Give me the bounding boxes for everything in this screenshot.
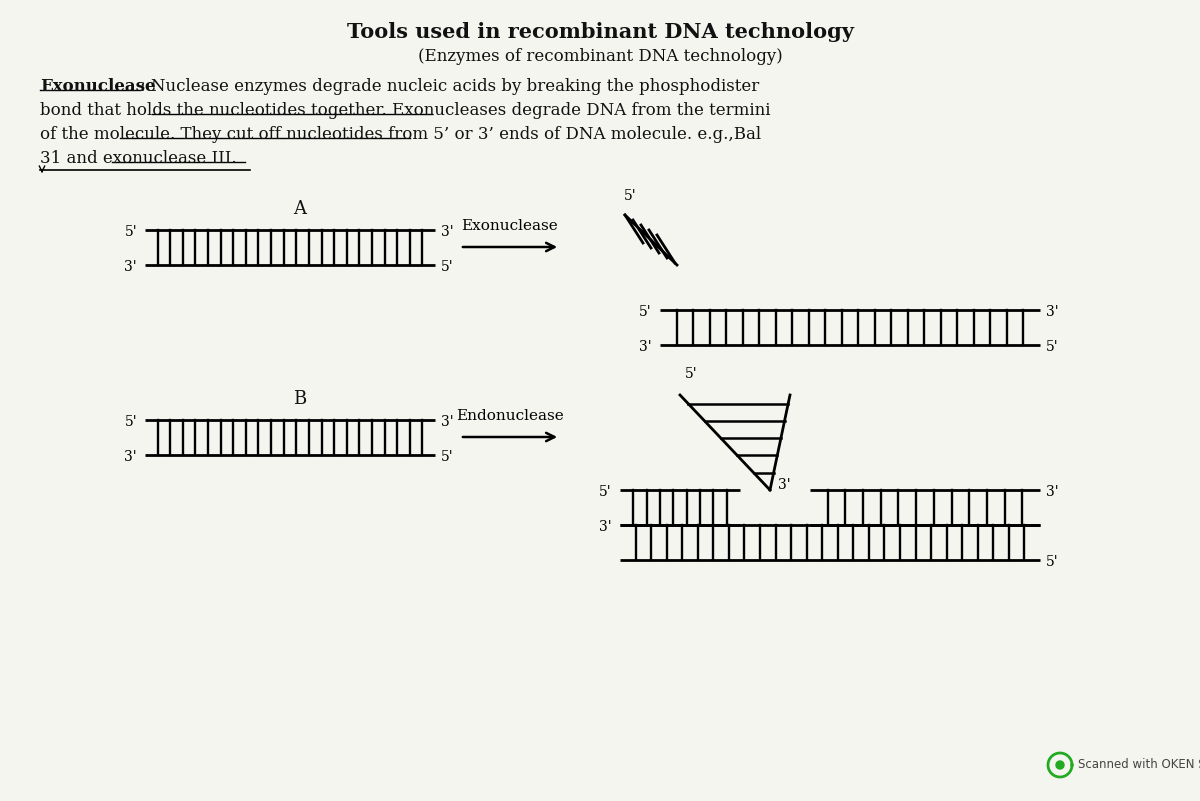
Text: 3': 3' [1046,305,1058,319]
Text: 5': 5' [624,189,636,203]
Text: 3': 3' [640,340,652,354]
Text: 3': 3' [125,450,137,464]
Text: 5': 5' [640,305,652,319]
Text: A: A [294,200,306,218]
Text: 3': 3' [442,415,454,429]
Text: 5': 5' [685,367,697,381]
Text: 3': 3' [125,260,137,274]
Text: 5': 5' [1046,555,1058,569]
Text: Endonuclease: Endonuclease [456,409,564,423]
Text: : Nuclease enzymes degrade nucleic acids by breaking the phosphodister: : Nuclease enzymes degrade nucleic acids… [140,78,760,95]
Text: Tools used in recombinant DNA technology: Tools used in recombinant DNA technology [347,22,853,42]
Text: B: B [293,390,307,408]
Text: bond that holds the nucleotides together. Exonucleases degrade DNA from the term: bond that holds the nucleotides together… [40,102,770,119]
Text: 5': 5' [125,415,137,429]
Text: of the molecule. They cut off nucleotides from 5’ or 3’ ends of DNA molecule. e.: of the molecule. They cut off nucleotide… [40,126,761,143]
Text: 5': 5' [599,485,612,499]
Text: 3': 3' [778,478,791,492]
Text: (Enzymes of recombinant DNA technology): (Enzymes of recombinant DNA technology) [418,48,782,65]
Polygon shape [1056,761,1064,769]
Text: 5': 5' [442,450,454,464]
Text: Exonuclease: Exonuclease [462,219,558,233]
Text: 3': 3' [599,520,612,534]
Text: Scanned with OKEN Scanner: Scanned with OKEN Scanner [1078,759,1200,771]
Text: 5': 5' [442,260,454,274]
Text: 3': 3' [442,225,454,239]
Text: 31 and exonuclease III.: 31 and exonuclease III. [40,150,236,167]
Text: 3': 3' [1046,485,1058,499]
Text: 5': 5' [1046,340,1058,354]
Text: Exonuclease: Exonuclease [40,78,156,95]
Text: 5': 5' [125,225,137,239]
